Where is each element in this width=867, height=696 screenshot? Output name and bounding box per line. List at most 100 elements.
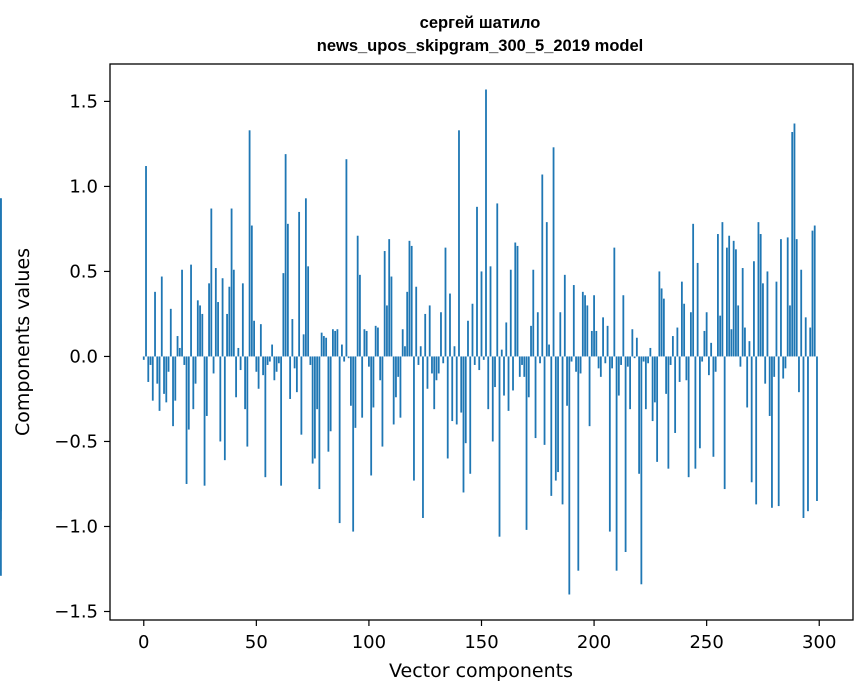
bar <box>199 305 201 357</box>
bar <box>201 313 204 357</box>
bar <box>509 269 512 357</box>
bar <box>280 356 283 486</box>
bar <box>640 356 643 585</box>
bar <box>163 356 165 394</box>
bar <box>793 123 796 357</box>
bar <box>750 356 753 483</box>
bar <box>757 222 760 357</box>
bar <box>455 356 458 425</box>
bar <box>408 240 411 357</box>
bar <box>647 356 650 364</box>
bar <box>730 329 733 357</box>
bar <box>807 356 809 512</box>
bar <box>404 346 406 357</box>
bar <box>789 305 791 357</box>
bar <box>786 237 789 357</box>
bar <box>212 356 215 374</box>
bar <box>0 198 2 357</box>
bar <box>791 132 794 357</box>
bar <box>728 235 731 357</box>
bar <box>545 222 548 357</box>
bar <box>424 313 427 357</box>
bar <box>343 356 346 362</box>
bar <box>732 240 735 357</box>
bar <box>705 312 708 357</box>
bar <box>667 356 670 469</box>
bar <box>316 356 319 410</box>
bar <box>764 356 767 384</box>
x-tick-label: 150 <box>464 632 498 653</box>
bar <box>241 283 244 357</box>
bar <box>586 305 589 357</box>
bar <box>440 312 442 357</box>
bar <box>649 347 652 357</box>
bar <box>485 89 487 357</box>
bar <box>422 356 424 518</box>
bar <box>151 356 154 401</box>
bar <box>289 356 292 399</box>
bar <box>147 356 150 382</box>
bar <box>381 356 384 447</box>
bar <box>0 279 2 357</box>
x-tick-label: 50 <box>245 632 268 653</box>
bar <box>595 330 598 357</box>
bar <box>467 320 469 357</box>
bar <box>388 239 391 357</box>
bar <box>518 356 521 377</box>
bar <box>181 269 183 357</box>
bar <box>322 336 325 357</box>
bar <box>739 356 742 367</box>
bar <box>766 271 769 357</box>
bar <box>185 356 188 484</box>
bar <box>253 320 255 357</box>
bar <box>755 356 758 505</box>
bar <box>505 322 508 357</box>
bar <box>341 344 343 357</box>
bar <box>536 312 539 357</box>
bar <box>257 356 260 389</box>
bar <box>160 276 163 357</box>
bar <box>590 330 593 357</box>
bar <box>300 356 303 435</box>
bar <box>248 130 251 357</box>
bar <box>626 356 629 367</box>
bar <box>602 317 604 357</box>
bar <box>669 356 672 365</box>
bar <box>309 356 312 365</box>
bar <box>176 336 179 357</box>
bar <box>291 319 294 357</box>
x-tick-label: 300 <box>802 632 836 653</box>
bar <box>271 344 274 357</box>
bar <box>816 356 818 501</box>
bar <box>554 356 557 481</box>
bar <box>629 356 631 410</box>
bar <box>255 356 258 372</box>
bar <box>167 356 170 372</box>
bar <box>451 356 454 422</box>
bar <box>624 356 627 552</box>
bar <box>543 356 546 445</box>
bar <box>327 356 330 452</box>
bar <box>458 130 460 357</box>
bar <box>286 223 289 357</box>
bar <box>431 356 433 374</box>
bar <box>352 356 355 532</box>
bar <box>372 356 375 408</box>
bar <box>473 356 476 365</box>
bar <box>584 295 586 357</box>
chart-subtitle: news_upos_skipgram_300_5_2019 model <box>317 37 644 55</box>
y-tick-label: −0.5 <box>54 431 98 452</box>
bar <box>334 330 337 357</box>
bar <box>523 356 526 377</box>
bar <box>759 234 762 357</box>
bar <box>464 356 467 444</box>
bar <box>329 356 332 432</box>
bar <box>692 223 695 357</box>
x-axis-label: Vector components <box>389 660 573 682</box>
bar <box>217 302 219 357</box>
bar <box>748 341 751 357</box>
y-tick-label: 0.0 <box>69 346 98 367</box>
bar <box>656 356 659 462</box>
bar <box>802 356 805 518</box>
bar <box>608 356 611 532</box>
